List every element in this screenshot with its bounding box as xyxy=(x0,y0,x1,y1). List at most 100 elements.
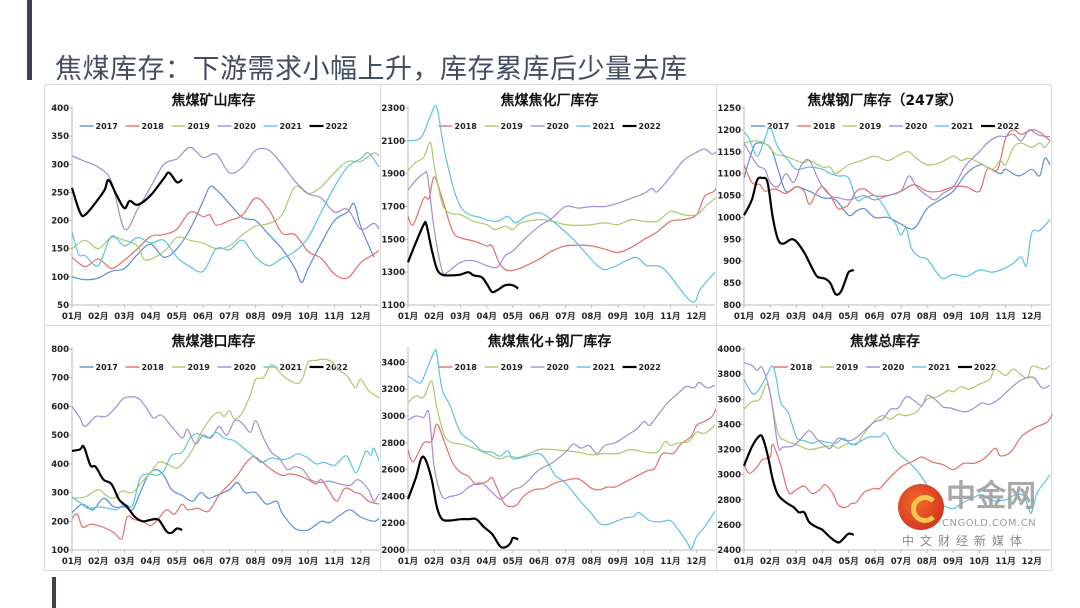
chart-svg: 焦煤港口库存 100 200 300 400 500 600 700 800 01月 02月 03月 0… xyxy=(51,333,380,567)
legend-label-2018: 2018 xyxy=(142,122,165,131)
x-tick-label: 06月 xyxy=(193,312,213,322)
series-line-2020 xyxy=(71,396,380,502)
x-tick-label: 06月 xyxy=(529,557,549,567)
y-tick-label: 800 xyxy=(723,301,741,311)
y-tick-label: 1500 xyxy=(381,235,405,245)
y-tick-label: 500 xyxy=(51,431,69,441)
x-tick-label: 10月 xyxy=(969,312,989,322)
y-tick-label: 1000 xyxy=(717,213,741,223)
y-tick-label: 1100 xyxy=(717,170,741,180)
series-line-2021 xyxy=(71,431,380,511)
x-tick-label: 12月 xyxy=(686,312,706,322)
legend-label-2018: 2018 xyxy=(455,122,478,131)
legend-label-2017: 2017 xyxy=(96,122,118,131)
y-tick-label: 150 xyxy=(51,245,69,255)
y-tick-label: 3400 xyxy=(717,420,741,430)
legend-label-2020: 2020 xyxy=(547,122,570,131)
chart-svg: 焦煤总库存 2400 2600 2800 3000 3200 3400 3600 3800 400… xyxy=(717,333,1053,567)
legend-label-2019: 2019 xyxy=(188,122,211,131)
series-line-2022 xyxy=(70,171,183,218)
x-tick-label: 04月 xyxy=(812,312,832,322)
series-line-2018 xyxy=(743,413,1053,508)
legend-label-2021: 2021 xyxy=(928,363,951,372)
chart-svg: 焦煤焦化+钢厂库存 2000 2200 2400 2600 2800 3000 3200 340… xyxy=(381,333,718,567)
y-tick-label: 1250 xyxy=(717,104,741,114)
y-tick-label: 3000 xyxy=(717,471,741,481)
series-line-2021 xyxy=(71,152,380,273)
y-tick-label: 2400 xyxy=(717,546,741,556)
y-tick-label: 850 xyxy=(723,279,741,289)
y-tick-label: 2400 xyxy=(381,492,405,502)
series-line-2021 xyxy=(407,349,716,550)
x-tick-label: 11月 xyxy=(995,312,1015,322)
legend-label-2021: 2021 xyxy=(593,363,616,372)
chart-title: 焦煤矿山库存 xyxy=(171,92,256,109)
x-tick-label: 04月 xyxy=(141,557,161,567)
x-tick-label: 12月 xyxy=(1022,557,1042,567)
series-line-2019 xyxy=(71,358,380,500)
x-tick-label: 03月 xyxy=(114,557,134,567)
y-tick-label: 350 xyxy=(51,132,69,142)
y-tick-label: 700 xyxy=(51,374,69,384)
x-tick-label: 03月 xyxy=(450,312,470,322)
y-tick-label: 1100 xyxy=(381,301,405,311)
x-tick-label: 05月 xyxy=(503,312,523,322)
x-tick-label: 09月 xyxy=(272,557,292,567)
y-tick-label: 1150 xyxy=(717,148,741,158)
x-tick-label: 11月 xyxy=(324,557,344,567)
series-line-2020 xyxy=(407,381,716,500)
y-tick-label: 2200 xyxy=(381,519,405,529)
x-tick-label: 02月 xyxy=(88,312,108,322)
y-tick-label: 2100 xyxy=(381,137,405,147)
series-line-2018 xyxy=(407,176,718,272)
x-tick-label: 09月 xyxy=(608,557,628,567)
y-tick-label: 3000 xyxy=(381,412,405,422)
y-tick-label: 900 xyxy=(723,257,741,267)
chart-panel-coking-steel-inventory: 焦煤焦化+钢厂库存 2000 2200 2400 2600 2800 3000 3200 340… xyxy=(380,325,718,571)
x-tick-label: 04月 xyxy=(141,312,161,322)
x-tick-label: 03月 xyxy=(114,312,134,322)
legend-label-2022: 2022 xyxy=(639,122,661,131)
y-tick-label: 1700 xyxy=(381,203,405,213)
chart-svg: 焦煤钢厂库存（247家） 800 850 900 950 1000 1050 1100 1150… xyxy=(717,92,1051,322)
x-tick-label: 08月 xyxy=(246,557,266,567)
chart-svg: 焦煤焦化厂库存 1100 1300 1500 1700 1900 2100 2300 01月 02… xyxy=(381,92,718,322)
x-tick-label: 02月 xyxy=(88,557,108,567)
chart-title: 焦煤焦化+钢厂库存 xyxy=(487,333,612,350)
x-tick-label: 02月 xyxy=(760,557,780,567)
x-tick-label: 02月 xyxy=(424,312,444,322)
legend-label-2020: 2020 xyxy=(234,122,257,131)
series-line-2020 xyxy=(407,148,718,276)
x-tick-label: 07月 xyxy=(555,312,575,322)
x-tick-label: 05月 xyxy=(503,557,523,567)
y-tick-label: 3600 xyxy=(717,395,741,405)
series-line-2017 xyxy=(71,185,375,284)
legend-label-2018: 2018 xyxy=(455,363,478,372)
x-tick-label: 09月 xyxy=(608,312,628,322)
series-line-2022 xyxy=(71,444,183,535)
y-tick-label: 800 xyxy=(51,345,69,355)
series-line-2021 xyxy=(743,365,1051,515)
x-tick-label: 03月 xyxy=(786,557,806,567)
watermark-url: CNGOLD.COM.CN xyxy=(942,518,1037,529)
y-tick-label: 2300 xyxy=(381,104,405,114)
x-tick-label: 01月 xyxy=(734,557,754,567)
y-tick-label: 2600 xyxy=(717,521,741,531)
chart-title: 焦煤焦化厂库存 xyxy=(500,92,599,109)
chart-panel-port-inventory: 焦煤港口库存 100 200 300 400 500 600 700 800 01月 02月 03月 0… xyxy=(44,325,381,571)
legend-label-2020: 2020 xyxy=(905,122,928,131)
x-tick-label: 08月 xyxy=(917,557,937,567)
x-tick-label: 04月 xyxy=(812,557,832,567)
series-line-2018 xyxy=(743,129,1051,210)
legend-label-2020: 2020 xyxy=(234,363,257,372)
legend-label-2018: 2018 xyxy=(813,122,836,131)
y-tick-label: 1200 xyxy=(717,126,741,136)
legend-label-2021: 2021 xyxy=(280,122,303,131)
series-line-2022 xyxy=(743,176,855,296)
y-tick-label: 200 xyxy=(51,217,69,227)
page-title: 焦煤库存：下游需求小幅上升，库存累库后少量去库 xyxy=(55,54,688,85)
accent-bar-top xyxy=(27,0,32,80)
x-tick-label: 03月 xyxy=(450,557,470,567)
y-tick-label: 4000 xyxy=(717,345,741,355)
x-tick-label: 01月 xyxy=(62,557,82,567)
